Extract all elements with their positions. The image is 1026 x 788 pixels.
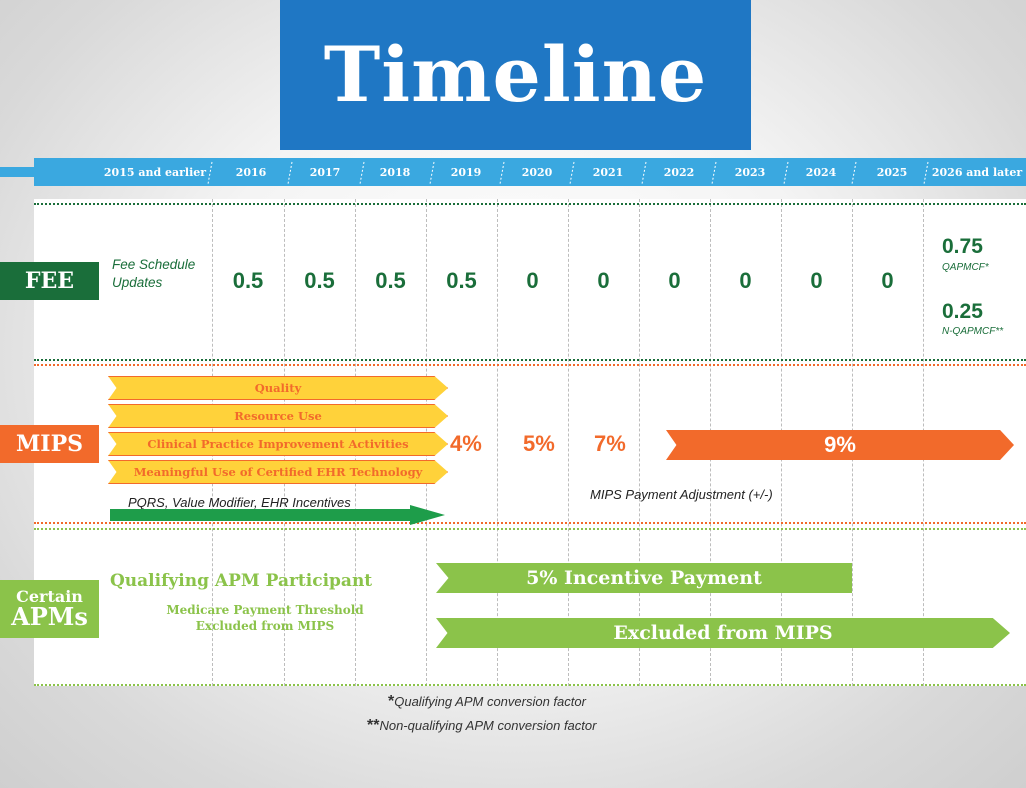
apm-top-border [34,528,1026,530]
mips-row-label: MIPS [0,425,99,463]
fee-nqapm-value: 0.25 [942,300,983,323]
apm-row-label: Certain APMs [0,580,99,638]
mips-adjustment: 4% [450,431,482,456]
mips-adjustment-note: MIPS Payment Adjustment (+/-) [590,487,773,502]
fee-value: 0 [597,268,610,293]
year-label: 2023 [734,166,766,179]
fee-value: 0 [526,268,539,293]
column-divider [497,199,498,686]
fee-row-label: FEE [0,262,99,300]
fee-description: Fee Schedule Updates [112,257,196,290]
apm-subtext: Medicare Payment Threshold Excluded from… [140,602,390,634]
mips-component-arrow: Resource Use [108,404,448,428]
legacy-programs-arrow [110,505,445,525]
footnote-text: Qualifying APM conversion factor [394,694,586,709]
footnote-text: Non-qualifying APM conversion factor [379,718,597,733]
apm-label-line2: APMs [11,602,88,631]
mips-bottom-border [34,522,1026,524]
fee-qapm-value: 0.75 [942,235,983,258]
year-label: 2024 [805,166,837,179]
year-bar-lead [0,167,34,177]
year-label: 2022 [663,166,695,179]
footnote-mark: ** [367,717,380,734]
fee-nqapm-label: N-QAPMCF** [942,326,1004,337]
year-label: 2019 [450,166,482,179]
fee-value: 0.5 [375,268,406,293]
apm-bottom-border [34,684,1026,686]
mips-component-arrow: Clinical Practice Improvement Activities [108,432,448,456]
fee-value: 0.5 [446,268,477,293]
year-label: 2026 and later [931,166,1023,179]
fee-value: 0.5 [232,268,264,293]
year-label: 2018 [379,166,411,179]
apm-heading: Qualifying APM Participant [110,571,373,591]
page-title: Timeline [323,30,708,119]
incentive-payment-arrow: 5% Incentive Payment [436,563,852,593]
apm-sub-line2: Excluded from MIPS [195,619,335,633]
fee-value: 0 [881,268,894,293]
year-label: 2016 [235,166,267,179]
fee-value: 0 [810,268,823,293]
apm-label-line1: Certain [16,587,83,606]
mips-component-arrow: Quality [108,376,448,400]
column-divider [568,199,569,686]
year-label: 2021 [592,166,624,179]
footnote-mark: * [388,693,395,710]
fee-qapm-label: QAPMCF* [942,262,989,273]
mips-adjustment: 7% [594,431,626,456]
footnote-qapm: *Qualifying APM conversion factor [388,693,586,711]
fee-value: 0 [739,268,752,293]
footnote-nqapm: **Non-qualifying APM conversion factor [367,717,596,735]
year-header-bar [34,158,1026,186]
year-label: 2017 [309,166,341,179]
title-banner: Timeline [280,0,751,150]
year-label: 2020 [521,166,553,179]
mips-adjustment: 5% [523,431,555,456]
year-label: 2025 [876,166,908,179]
fee-value: 0 [668,268,681,293]
excluded-from-mips-arrow: Excluded from MIPS [436,618,1010,648]
mips-component-arrow: Meaningful Use of Certified EHR Technolo… [108,460,448,484]
fee-bottom-border [34,359,1026,361]
mips-max-adjustment-arrow: 9% [666,430,1014,460]
mips-top-border [34,364,1026,366]
apm-sub-line1: Medicare Payment Threshold [166,603,364,617]
year-label: 2015 and earlier [103,166,207,179]
legacy-programs-label: PQRS, Value Modifier, EHR Incentives [128,495,351,510]
column-divider [639,199,640,686]
fee-value: 0.5 [304,268,335,293]
fee-top-border [34,203,1026,205]
